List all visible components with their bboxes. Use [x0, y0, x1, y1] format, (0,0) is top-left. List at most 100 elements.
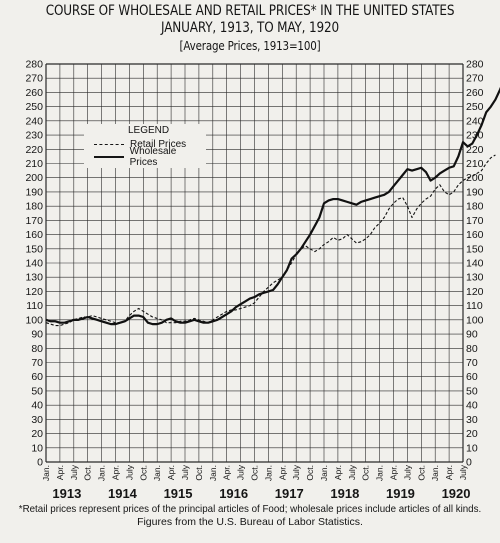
x-month-label: July	[236, 464, 246, 480]
x-month-label: Apr.	[222, 465, 232, 480]
x-year-label: 1919	[386, 486, 415, 501]
y-tick-label-right: 40	[466, 400, 478, 412]
legend-item-retail: Retail Prices	[94, 138, 186, 150]
y-tick-label-right: 10	[466, 442, 478, 454]
y-tick-label-left: 190	[25, 186, 43, 198]
y-tick-label-right: 120	[466, 286, 484, 298]
y-tick-label-left: 60	[31, 371, 43, 383]
legend-item-wholesale: Wholesale Prices	[94, 146, 206, 168]
legend-title: LEGEND	[128, 125, 170, 136]
x-month-label: July	[347, 464, 357, 480]
y-tick-label-left: 30	[31, 414, 43, 426]
legend-swatch-dashed	[94, 143, 124, 145]
y-tick-label-right: 170	[466, 215, 484, 227]
legend-swatch-solid	[94, 156, 124, 158]
x-month-label: Oct.	[305, 465, 315, 481]
x-month-label: Jan.	[97, 465, 107, 481]
y-tick-label-right: 210	[466, 158, 484, 170]
y-tick-label-left: 120	[25, 286, 43, 298]
x-month-label: July	[291, 464, 301, 480]
x-month-label: Jan.	[208, 465, 218, 481]
y-tick-label-left: 20	[31, 428, 43, 440]
footnote-line-1: *Retail prices represent prices of the p…	[18, 503, 482, 515]
y-axis-left: 0 10 20 30 40 50 60 70 80 90 100 110 120 130 140 150 160…	[25, 59, 43, 469]
y-tick-label-left: 210	[25, 158, 43, 170]
legend-label-retail: Retail Prices	[130, 138, 187, 150]
x-month-label: July	[180, 464, 190, 480]
x-month-label: Jan.	[263, 465, 273, 481]
x-month-label: Jan.	[430, 465, 440, 481]
y-tick-label-right: 60	[466, 371, 478, 383]
x-month-label: Apr.	[111, 465, 121, 480]
y-tick-label-right: 260	[466, 87, 484, 99]
footnote-line-2: Figures from the U.S. Bureau of Labor St…	[137, 516, 363, 528]
x-month-label: Oct.	[250, 465, 260, 481]
y-tick-label-left: 260	[25, 87, 43, 99]
y-tick-label-left: 0	[37, 457, 43, 469]
y-tick-label-right: 270	[466, 73, 484, 85]
y-tick-label-right: 50	[466, 385, 478, 397]
chart-grid	[45, 63, 464, 463]
y-tick-label-right: 70	[466, 357, 478, 369]
y-tick-label-left: 150	[25, 243, 43, 255]
x-month-label: Apr.	[55, 465, 65, 480]
x-month-label: Apr.	[277, 465, 287, 480]
chart-title: COURSE OF WHOLESALE AND RETAIL PRICES* I…	[45, 3, 455, 19]
x-year-label: 1918	[330, 486, 359, 501]
y-tick-label-left: 70	[31, 357, 43, 369]
x-year-label: 1915	[164, 486, 193, 501]
y-tick-label-left: 280	[25, 59, 43, 71]
retail-prices-line	[45, 154, 496, 327]
y-tick-label-right: 20	[466, 428, 478, 440]
y-tick-label-left: 170	[25, 215, 43, 227]
x-axis-years: 1913 1914 1915 1916 1917 1918 1919 1920	[52, 486, 470, 501]
y-tick-label-right: 100	[466, 314, 484, 326]
y-tick-label-right: 250	[466, 101, 484, 113]
y-tick-label-right: 140	[466, 258, 484, 270]
y-tick-label-left: 270	[25, 73, 43, 85]
y-tick-label-left: 10	[31, 442, 43, 454]
chart-legend: LEGEND Retail Prices Wholesale Prices	[84, 124, 206, 168]
x-year-label: 1920	[442, 486, 471, 501]
y-tick-label-left: 90	[31, 329, 43, 341]
y-tick-label-right: 150	[466, 243, 484, 255]
x-month-label: Apr.	[333, 465, 343, 480]
x-axis-months: Jan. Apr. July Oct. Jan. Apr. July Oct. Jan. Apr.…	[41, 464, 468, 481]
x-month-label: Jan.	[375, 465, 385, 481]
x-month-label: Oct.	[416, 465, 426, 481]
x-month-label: July	[69, 464, 79, 480]
y-tick-label-left: 140	[25, 258, 43, 270]
y-tick-label-right: 160	[466, 229, 484, 241]
x-year-label: 1917	[275, 486, 304, 501]
y-tick-label-right: 220	[466, 144, 484, 156]
y-tick-label-right: 180	[466, 201, 484, 213]
y-tick-label-left: 250	[25, 101, 43, 113]
y-tick-label-right: 280	[466, 59, 484, 71]
y-tick-label-left: 180	[25, 201, 43, 213]
y-tick-label-right: 130	[466, 272, 484, 284]
x-month-label: July	[458, 464, 468, 480]
x-month-label: July	[402, 464, 412, 480]
x-year-label: 1913	[52, 486, 81, 501]
x-month-label: Oct.	[361, 465, 371, 481]
chart-subtitle: JANUARY, 1913, TO MAY, 1920	[161, 20, 339, 36]
x-month-label: Jan.	[41, 465, 51, 481]
series-lines	[45, 86, 500, 327]
x-month-label: Jan.	[152, 465, 162, 481]
y-tick-label-left: 40	[31, 400, 43, 412]
wholesale-prices-line	[45, 86, 500, 326]
y-tick-label-right: 30	[466, 414, 478, 426]
x-month-label: July	[124, 464, 134, 480]
y-tick-label-right: 110	[466, 300, 483, 312]
y-tick-label-left: 130	[25, 272, 43, 284]
y-tick-label-left: 240	[25, 115, 43, 127]
y-tick-label-right: 0	[466, 457, 472, 469]
x-month-label: Oct.	[194, 465, 204, 481]
y-tick-label-left: 100	[25, 314, 43, 326]
y-tick-label-left: 110	[26, 300, 43, 312]
x-month-label: Oct.	[83, 465, 93, 481]
y-tick-label-right: 90	[466, 329, 478, 341]
x-month-label: Jan.	[319, 465, 329, 481]
